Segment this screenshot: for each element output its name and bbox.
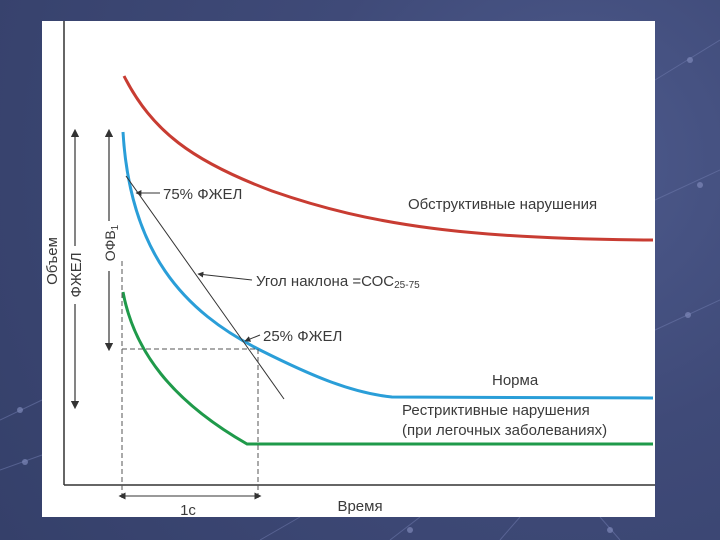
fev1-arrow-label: ОФВ1 bbox=[102, 224, 121, 261]
norm-label: Норма bbox=[492, 372, 539, 389]
diagram-panel: Объем ФЖЕЛ ОФВ1 Обструктивные нарушения … bbox=[42, 21, 655, 519]
restrictive-curve bbox=[121, 291, 653, 446]
restrictive-label-line2: (при легочных заболеваниях) bbox=[402, 422, 607, 439]
fev1-subscript: 1 bbox=[110, 224, 121, 230]
time-axis-label: Время bbox=[337, 498, 382, 515]
spirometry-diagram: Объем ФЖЕЛ ОФВ1 Обструктивные нарушения … bbox=[44, 21, 655, 519]
fev1-arrow-label-group: ОФВ1 bbox=[101, 221, 121, 271]
volume-axis-label: Объем bbox=[44, 237, 61, 285]
one-second-label: 1с bbox=[180, 502, 196, 517]
fev25-pointer bbox=[244, 334, 261, 342]
fvc-arrow-label: ФЖЕЛ bbox=[68, 252, 85, 297]
slope-main-text: Угол наклона =СОС bbox=[256, 273, 394, 290]
fvc-arrow-label-group: ФЖЕЛ bbox=[67, 246, 85, 304]
slope-label: Угол наклона =СОС25-75 bbox=[256, 273, 420, 291]
obstructive-label: Обструктивные нарушения bbox=[408, 196, 597, 213]
slope-pointer bbox=[197, 271, 253, 281]
slope-subscript: 25-75 bbox=[394, 280, 420, 291]
fev75-label: 75% ФЖЕЛ bbox=[163, 186, 242, 203]
fev1-main-text: ОФВ bbox=[102, 230, 118, 261]
norm-curve bbox=[121, 131, 654, 400]
obstructive-curve bbox=[122, 75, 654, 242]
fev25-label: 25% ФЖЕЛ bbox=[263, 328, 342, 345]
restrictive-label-line1: Рестриктивные нарушения bbox=[402, 402, 590, 419]
